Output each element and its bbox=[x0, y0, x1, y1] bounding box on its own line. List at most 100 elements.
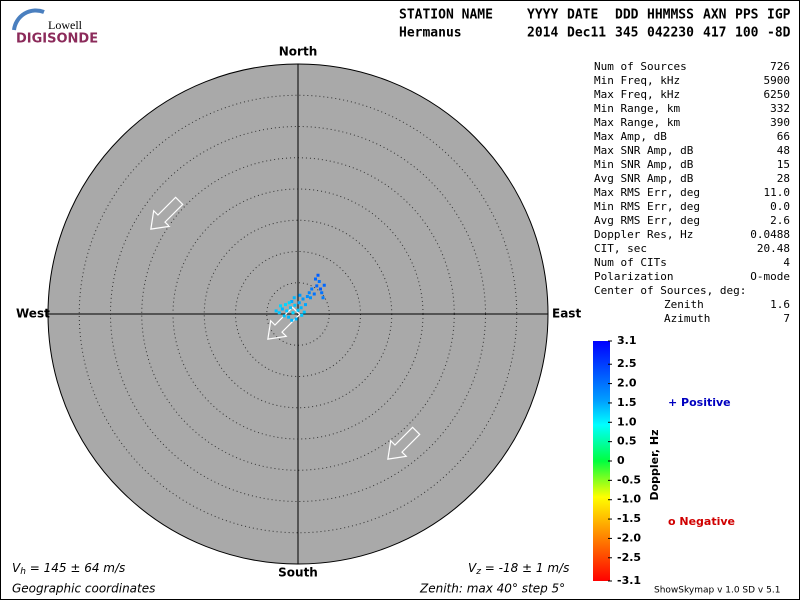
compass-label: West bbox=[16, 307, 50, 321]
station-value: 042230 bbox=[647, 26, 694, 41]
station-value: Hermanus bbox=[399, 26, 462, 41]
source-point bbox=[285, 309, 289, 313]
colorbar-tick-label: 0.5 bbox=[617, 435, 637, 448]
station-value: 345 bbox=[615, 26, 638, 41]
stat-value: 0.0 bbox=[770, 200, 790, 213]
velocity-arrow bbox=[150, 196, 184, 230]
colorbar-tick-label: 3.1 bbox=[617, 334, 637, 347]
vh-text: = 145 ± 64 m/s bbox=[26, 561, 125, 575]
colorbar-tick-label: 2.0 bbox=[617, 377, 637, 390]
stat-value: 20.48 bbox=[757, 242, 790, 255]
colorbar bbox=[593, 341, 610, 581]
stat-value: 2.6 bbox=[770, 214, 790, 227]
stat-label: Min Range, km bbox=[594, 102, 680, 115]
compass-label: North bbox=[279, 45, 317, 59]
source-point bbox=[305, 295, 309, 298]
station-column: YYYY bbox=[527, 8, 558, 23]
source-point bbox=[293, 303, 297, 307]
center-label: Zenith bbox=[664, 298, 704, 311]
legend-positive: + Positive bbox=[668, 396, 731, 409]
source-point bbox=[291, 311, 295, 315]
zenith-label: Zenith: max 40° step 5° bbox=[419, 582, 565, 596]
stat-label: Min Freq, kHz bbox=[594, 74, 680, 87]
logo-org: Lowell bbox=[48, 18, 83, 32]
center-value: 1.6 bbox=[770, 298, 790, 311]
stat-label: Avg SNR Amp, dB bbox=[594, 172, 694, 185]
stat-value: 390 bbox=[770, 116, 790, 129]
colorbar-tick-label: 1.5 bbox=[617, 396, 637, 409]
source-point bbox=[296, 308, 300, 312]
logo-swoosh bbox=[12, 8, 45, 31]
stat-value: 15 bbox=[777, 158, 790, 171]
stat-label: Doppler Res, Hz bbox=[594, 228, 693, 241]
source-point bbox=[316, 273, 320, 277]
station-column: DDD bbox=[615, 8, 639, 23]
source-point bbox=[317, 280, 321, 283]
source-point bbox=[300, 313, 304, 317]
stat-label: Max Range, km bbox=[594, 116, 680, 129]
source-point bbox=[282, 314, 286, 318]
stat-value: 48 bbox=[777, 144, 790, 157]
source-point bbox=[298, 293, 302, 297]
compass-label: South bbox=[278, 566, 318, 580]
stat-label: CIT, sec bbox=[594, 242, 647, 255]
stat-value: 6250 bbox=[764, 88, 791, 101]
station-value: -8D bbox=[767, 26, 791, 41]
source-point bbox=[312, 292, 316, 296]
stat-value: 5900 bbox=[764, 74, 791, 87]
station-value: Dec11 bbox=[567, 26, 606, 41]
vz-sub: z bbox=[475, 567, 481, 577]
station-column: AXN bbox=[703, 8, 727, 23]
source-point bbox=[310, 287, 314, 291]
vh-sub: h bbox=[20, 567, 26, 577]
colorbar-tick-label: -3.1 bbox=[617, 574, 641, 587]
station-column: PPS bbox=[735, 8, 759, 23]
stat-label: Max SNR Amp, dB bbox=[594, 144, 694, 157]
stat-label: Min RMS Err, deg bbox=[594, 200, 700, 213]
source-point bbox=[289, 306, 292, 310]
source-point bbox=[302, 310, 306, 314]
center-title: Center of Sources, deg: bbox=[594, 284, 746, 297]
legend-negative: o Negative bbox=[668, 515, 735, 528]
source-point bbox=[319, 287, 322, 291]
source-point bbox=[290, 318, 294, 322]
vh-symbol: V bbox=[12, 561, 21, 575]
stat-label: Max Freq, kHz bbox=[594, 88, 680, 101]
stat-value: O-mode bbox=[750, 270, 790, 283]
station-value: 100 bbox=[735, 26, 759, 41]
colorbar-tick-label: 1.0 bbox=[617, 415, 637, 428]
source-point bbox=[297, 301, 301, 305]
colorbar-tick-label: -0.5 bbox=[617, 473, 641, 486]
source-point bbox=[320, 291, 324, 295]
stat-label: Max RMS Err, deg bbox=[594, 186, 700, 199]
station-column: HHMMSS bbox=[647, 8, 694, 23]
stat-value: 332 bbox=[770, 102, 790, 115]
center-label: Azimuth bbox=[664, 312, 710, 325]
station-column: STATION NAME bbox=[399, 8, 493, 23]
colorbar-tick-label: -1.0 bbox=[617, 493, 641, 506]
source-point bbox=[279, 304, 282, 308]
source-point bbox=[307, 291, 311, 295]
source-point bbox=[274, 309, 278, 313]
colorbar-tick-label: 2.5 bbox=[617, 357, 637, 370]
source-point bbox=[277, 311, 281, 315]
center-value: 7 bbox=[783, 312, 790, 325]
source-point bbox=[287, 301, 291, 305]
stat-label: Max Amp, dB bbox=[594, 130, 667, 143]
colorbar-tick-label: -1.5 bbox=[617, 512, 641, 525]
source-point bbox=[321, 296, 325, 300]
source-point bbox=[294, 317, 298, 321]
source-point bbox=[284, 303, 287, 307]
velocity-arrow bbox=[387, 426, 421, 460]
vh-label: Vh = 145 ± 64 m/s bbox=[12, 561, 125, 577]
stat-label: Avg RMS Err, deg bbox=[594, 214, 700, 227]
stat-value: 66 bbox=[777, 130, 790, 143]
source-point bbox=[299, 306, 303, 310]
vz-label: Vz = -18 ± 1 m/s bbox=[468, 561, 569, 577]
stat-value: 28 bbox=[777, 172, 790, 185]
source-point bbox=[287, 315, 291, 319]
stat-label: Min SNR Amp, dB bbox=[594, 158, 694, 171]
colorbar-tick-label: 0 bbox=[617, 454, 625, 467]
source-point bbox=[304, 303, 307, 307]
